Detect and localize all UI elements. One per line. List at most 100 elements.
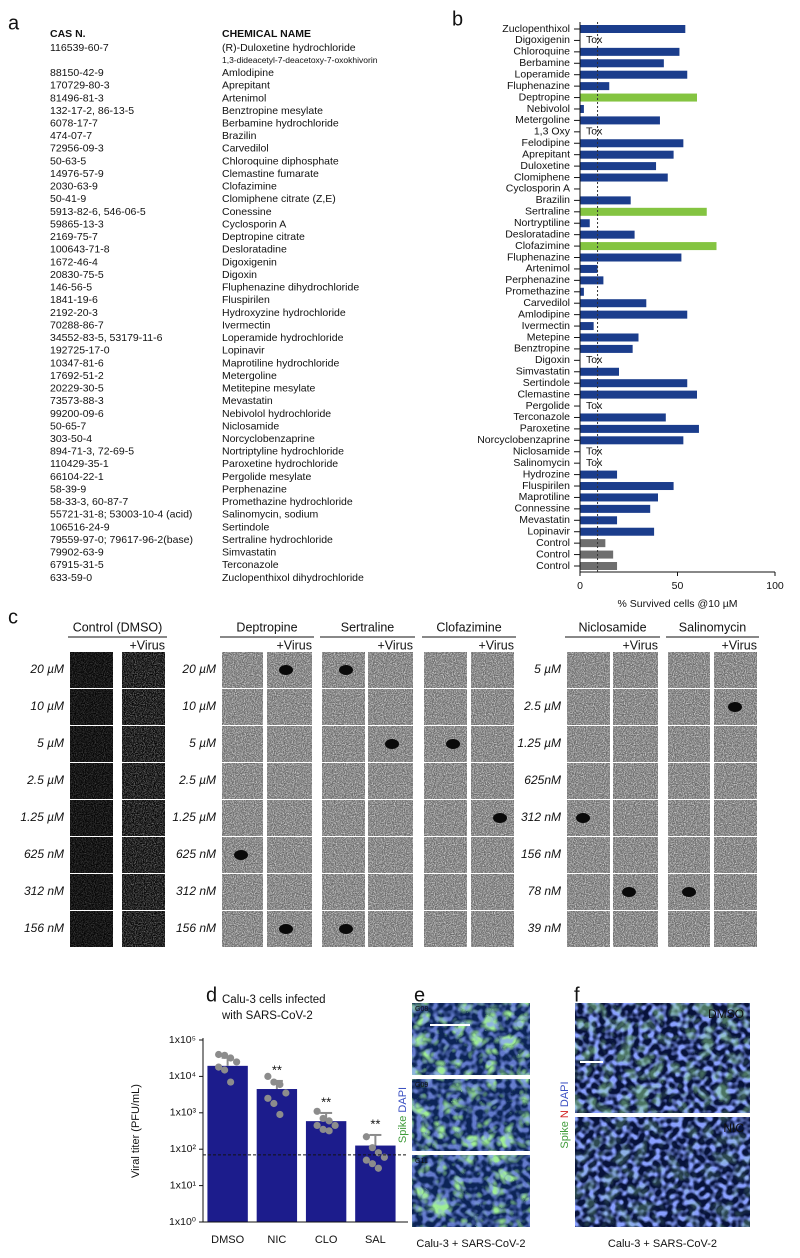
category-label: Terconazole <box>513 411 570 423</box>
bar <box>580 196 631 205</box>
micrograph-hole <box>339 665 353 675</box>
bar <box>207 1065 248 1222</box>
micrograph-texture <box>567 689 610 725</box>
bar <box>580 550 614 559</box>
group-header: Niclosamide <box>578 620 646 634</box>
chemical-name: Desloratadine <box>222 244 287 256</box>
data-point <box>221 1066 229 1074</box>
panel-label: d <box>206 984 217 1006</box>
micrograph-texture <box>567 726 610 762</box>
data-point <box>233 1058 241 1066</box>
chemical-name: Chloroquine diphosphate <box>222 155 339 167</box>
micrograph-texture <box>122 911 165 947</box>
value-label: Tox <box>586 34 603 46</box>
stain-name: Spike <box>397 1116 409 1144</box>
chemical-name: Artenimol <box>222 92 266 104</box>
micrograph-texture <box>668 837 710 873</box>
category-label: Carvedilol <box>523 297 570 309</box>
micrograph-texture <box>424 689 467 725</box>
micrograph-texture <box>575 1003 750 1113</box>
cas-number: 303-50-4 <box>50 433 92 445</box>
cas-number: 67915-31-5 <box>50 559 104 571</box>
bar <box>580 470 618 479</box>
bar <box>580 482 674 491</box>
data-point <box>221 1051 229 1059</box>
bar <box>580 436 684 445</box>
virus-label: +Virus <box>478 638 514 652</box>
cas-number: 17692-51-2 <box>50 370 104 382</box>
chemical-name: Amlodipine <box>222 67 274 79</box>
concentration-label: 20 µM <box>29 662 64 676</box>
virus-label: +Virus <box>622 638 658 652</box>
chemical-name: Clofazimine <box>222 181 277 193</box>
category-label: Sertindole <box>523 377 570 389</box>
virus-label: +Virus <box>377 638 413 652</box>
category-label: Niclosamide <box>513 446 570 458</box>
micrograph-texture <box>222 874 263 910</box>
chemical-name: (R)-Duloxetine hydrochloride <box>222 42 356 54</box>
category-label: Paroxetine <box>520 423 570 435</box>
data-point <box>227 1078 235 1086</box>
cas-number: 633-59-0 <box>50 572 92 584</box>
category-label: Amlodipine <box>518 308 570 320</box>
micrograph-texture <box>424 763 467 799</box>
micrograph-texture <box>70 911 113 947</box>
micrograph-texture <box>714 726 757 762</box>
cas-number: 88150-42-9 <box>50 67 104 79</box>
bar <box>580 47 680 56</box>
chemical-name: Brazilin <box>222 130 257 142</box>
stain-name: DAPI <box>397 1087 409 1113</box>
micrograph-texture <box>70 837 113 873</box>
category-label: Desloratadine <box>505 228 570 240</box>
chemical-name: Clomiphene citrate (Z,E) <box>222 193 336 205</box>
micrograph-texture <box>412 1155 530 1227</box>
data-point <box>276 1110 284 1119</box>
concentration-label: 625nM <box>524 773 561 787</box>
micrograph-texture <box>714 763 757 799</box>
micrograph-texture <box>567 763 610 799</box>
cas-number: 81496-81-3 <box>50 92 104 104</box>
cas-number: 100643-71-8 <box>50 244 110 256</box>
micrograph-texture <box>613 763 658 799</box>
micrograph-texture <box>322 874 365 910</box>
data-point <box>282 1089 290 1097</box>
cas-number: 116539-60-7 <box>50 42 109 54</box>
x-tick-label: 100 <box>766 580 784 592</box>
chemical-name: Promethazine hydrochloride <box>222 496 353 508</box>
chemical-name: Aprepitant <box>222 80 270 92</box>
cas-number: 70288-86-7 <box>50 319 104 331</box>
cas-number: 34552-83-5, 53179-11-6 <box>50 332 163 344</box>
y-tick-label: 1x10⁴ <box>169 1070 196 1082</box>
y-tick-label: 1x10³ <box>170 1107 197 1119</box>
bar <box>580 299 647 308</box>
caption: Calu-3 + SARS-CoV-2 <box>416 1238 525 1250</box>
data-point <box>319 1114 327 1123</box>
micrograph-texture <box>424 911 467 947</box>
micrograph-texture <box>471 689 514 725</box>
data-point <box>215 1050 223 1059</box>
bar <box>580 207 707 216</box>
data-point <box>276 1080 284 1089</box>
category-label: Cyclosporin A <box>506 183 570 195</box>
micrograph-hole <box>385 739 399 749</box>
image-label: G08 <box>415 1006 428 1013</box>
bar <box>580 562 618 570</box>
panel-label: e <box>414 984 425 1006</box>
micrograph-texture <box>368 652 413 688</box>
micrograph-texture <box>567 652 610 688</box>
micrograph-texture <box>267 800 312 836</box>
chemical-name: Salinomycin, sodium <box>222 509 319 521</box>
micrograph-texture <box>668 800 710 836</box>
chemical-name: Nebivolol hydrochloride <box>222 408 331 420</box>
bar <box>580 379 688 388</box>
micrograph-hole <box>234 850 248 860</box>
x-tick-label: 50 <box>672 580 684 592</box>
bar <box>580 527 655 536</box>
group-header: Deptropine <box>236 620 297 634</box>
category-label: Aprepitant <box>522 148 570 160</box>
chemical-name: Sertindole <box>222 521 269 533</box>
category-label: Digoxigenin <box>515 34 570 46</box>
category-label: Loperamide <box>515 68 571 80</box>
micrograph-texture <box>222 911 263 947</box>
micrograph-texture <box>668 911 710 947</box>
